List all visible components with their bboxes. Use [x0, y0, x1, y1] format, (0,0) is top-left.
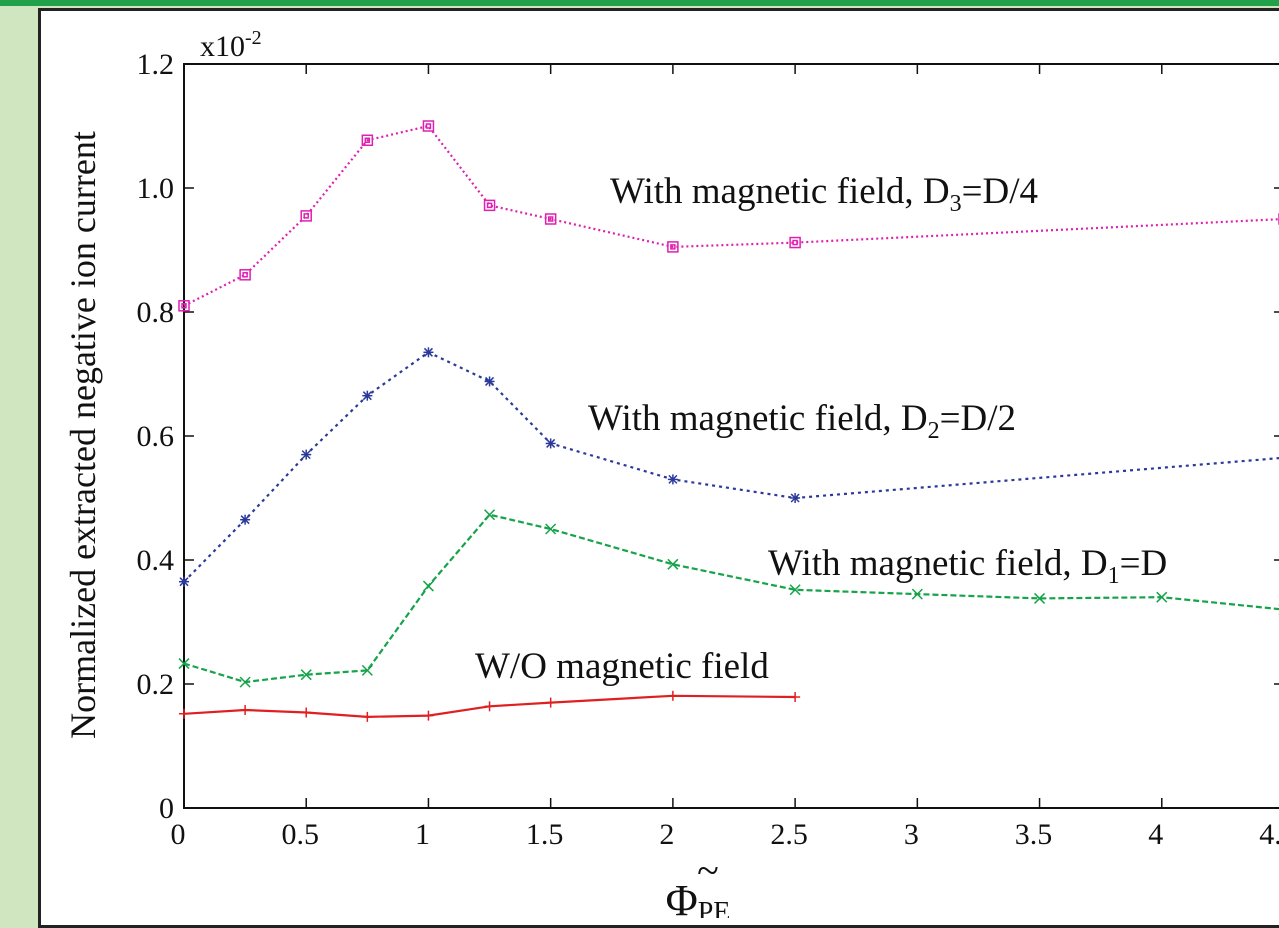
data-point-marker [423, 121, 433, 131]
data-point-marker [485, 376, 495, 386]
data-point-marker [301, 450, 311, 460]
data-point-marker [362, 391, 372, 401]
data-point-marker [240, 270, 250, 280]
y-tick-label: 1.2 [137, 48, 175, 81]
marker-square [301, 211, 311, 221]
marker-square [240, 270, 250, 280]
series-label-subscript: 2 [928, 418, 940, 444]
y-multiplier-base: x10 [200, 30, 245, 63]
marker-square-inner [488, 203, 492, 207]
series-label-tail: =D/4 [962, 171, 1038, 212]
series-label-text: With magnetic field, D [588, 398, 928, 439]
data-point-marker [423, 347, 433, 357]
data-point-marker [301, 708, 311, 718]
series-label-subscript: 3 [950, 191, 962, 217]
y-tick-label: 0.2 [137, 668, 175, 701]
x-tick-label: 1.5 [526, 818, 564, 851]
y-tick-label: 0.8 [137, 296, 175, 329]
series-label-3: With magnetic field, D1=D [768, 543, 1167, 589]
marker-square-inner [243, 273, 247, 277]
data-point-marker [485, 701, 495, 711]
series-label-subscript: 1 [1108, 563, 1120, 589]
data-point-marker [912, 589, 922, 599]
x-tick-label: 2.5 [770, 818, 808, 851]
x-tick-label: 1 [415, 818, 430, 851]
y-tick-label: 0.4 [137, 544, 175, 577]
x-tick-label: 3.5 [1015, 818, 1053, 851]
data-point-marker [240, 705, 250, 715]
series-line-2 [184, 352, 1279, 581]
x-tick-label: 4.5 [1259, 818, 1279, 851]
data-point-marker [668, 474, 678, 484]
y-tick-label: 0.6 [137, 420, 175, 453]
series-label-1: With magnetic field, D3=D/4 [610, 171, 1038, 217]
x-tick-label: 0.5 [281, 818, 319, 851]
series-label-text: With magnetic field, D [610, 171, 950, 212]
y-tick-label: 1.0 [137, 172, 175, 205]
y-multiplier: x10-2 [200, 27, 262, 63]
series-label-2: With magnetic field, D2=D/2 [588, 398, 1016, 444]
x-tick-label: 3 [904, 818, 919, 851]
series-label-text: With magnetic field, D [768, 543, 1108, 584]
data-point-marker [546, 438, 556, 448]
data-point-marker [240, 515, 250, 525]
data-point-marker [790, 692, 800, 702]
series-line-1 [184, 126, 1279, 306]
data-point-marker [301, 211, 311, 221]
x-axis-tilde: ~ [697, 848, 719, 893]
y-tick-label: 0 [159, 792, 174, 825]
data-point-marker [179, 577, 189, 587]
marker-square-inner [426, 124, 430, 128]
marker-square [423, 121, 433, 131]
series-label-4: W/O magnetic field [475, 646, 769, 687]
y-axis-label: Normalized extracted negative ion curren… [63, 131, 103, 739]
data-point-marker [362, 712, 372, 722]
x-axis-subscript: PE [698, 897, 731, 918]
series-label-tail: =D [1120, 543, 1168, 584]
data-point-marker [179, 709, 189, 719]
data-point-marker [668, 691, 678, 701]
marker-square-inner [793, 241, 797, 245]
data-point-marker [790, 493, 800, 503]
data-point-marker [423, 581, 433, 591]
marker-square-inner [304, 214, 308, 218]
series-label-tail: =D/2 [940, 398, 1016, 439]
data-point-marker [546, 698, 556, 708]
data-point-marker [423, 711, 433, 721]
x-tick-label: 2 [659, 818, 674, 851]
series-label-text: W/O magnetic field [475, 646, 769, 687]
axis-ticks: 00.511.522.533.544.500.20.40.60.81.01.2 [137, 48, 1279, 851]
x-axis-symbol: Φ [666, 876, 698, 918]
y-multiplier-exponent: -2 [245, 27, 262, 49]
x-tick-label: 4 [1148, 818, 1163, 851]
